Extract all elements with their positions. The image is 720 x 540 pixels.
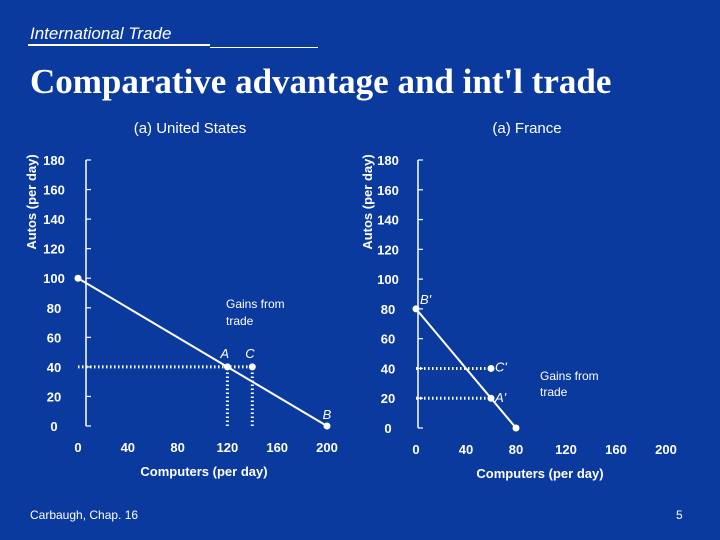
us-y-tick-label: 180 xyxy=(43,153,65,168)
fr-x-tick-label: 40 xyxy=(459,442,473,457)
us-point-marker xyxy=(74,274,82,282)
us-y-tick-label: 120 xyxy=(43,242,65,257)
fr-point-label: A' xyxy=(494,390,507,405)
us-y-tick-label: 160 xyxy=(43,183,65,198)
fr-y-tick-label: 160 xyxy=(377,183,399,198)
fr-x-tick-label: 200 xyxy=(655,442,677,457)
us-chart-title: (a) United States xyxy=(134,120,247,137)
fr-y-tick-label: 120 xyxy=(377,242,399,257)
us-y-axis-title: Autos (per day) xyxy=(24,154,39,249)
us-x-tick-label: 0 xyxy=(74,440,81,455)
fr-annotation-line1: Gains from xyxy=(540,369,599,383)
fr-y-tick-label: 40 xyxy=(381,361,395,376)
fr-point-marker xyxy=(412,305,420,313)
fr-point-label: C' xyxy=(495,359,507,374)
fr-y-tick-label: 80 xyxy=(381,302,395,317)
section-header: International Trade xyxy=(30,24,172,43)
fr-y-tick-label: 140 xyxy=(377,213,399,228)
fr-point-marker xyxy=(487,364,495,372)
fr-y-tick-label: 100 xyxy=(377,272,399,287)
fr-production-frontier xyxy=(415,308,517,429)
fr-y-axis-title: Autos (per day) xyxy=(360,154,375,249)
us-y-tick-label: 140 xyxy=(43,212,65,227)
fr-x-tick-label: 0 xyxy=(412,442,419,457)
fr-y-tick-label: 180 xyxy=(377,153,399,168)
fr-point-label: B' xyxy=(420,292,432,307)
page-number: 5 xyxy=(676,508,683,522)
us-point-marker xyxy=(223,363,231,371)
fr-point-marker xyxy=(487,394,495,402)
us-y-tick-label: 40 xyxy=(47,360,61,375)
fr-x-tick-label: 80 xyxy=(509,442,523,457)
us-production-frontier xyxy=(77,277,328,427)
us-x-axis-title: Computers (per day) xyxy=(140,464,267,479)
fr-y-tick-label: 60 xyxy=(381,332,395,347)
footer-source: Carbaugh, Chap. 16 xyxy=(30,508,139,522)
us-y-tick-label: 0 xyxy=(50,419,57,434)
fr-chart-title: (a) France xyxy=(492,120,561,137)
slide-title: Comparative advantage and int'l trade xyxy=(30,62,612,101)
us-x-tick-label: 120 xyxy=(217,440,239,455)
us-point-label: A xyxy=(219,346,229,361)
header-underline xyxy=(28,44,210,46)
fr-x-axis-title: Computers (per day) xyxy=(476,466,603,481)
us-point-label: C xyxy=(245,346,255,361)
us-point-marker xyxy=(248,363,256,371)
us-x-tick-label: 160 xyxy=(266,440,288,455)
fr-annotation-line2: trade xyxy=(540,385,568,399)
fr-y-tick-label: 20 xyxy=(381,391,395,406)
us-y-tick-label: 20 xyxy=(47,389,61,404)
us-y-tick-label: 100 xyxy=(43,271,65,286)
fr-x-tick-label: 120 xyxy=(555,442,577,457)
us-annotation-line1: Gains from xyxy=(226,297,285,311)
us-x-tick-label: 80 xyxy=(170,440,184,455)
fr-point-marker xyxy=(512,424,520,432)
us-x-tick-label: 200 xyxy=(316,440,338,455)
us-y-tick-label: 80 xyxy=(47,301,61,316)
us-point-label: B xyxy=(323,407,332,422)
header-rule xyxy=(210,47,318,48)
us-x-tick-label: 40 xyxy=(121,440,135,455)
fr-y-tick-label: 0 xyxy=(384,421,391,436)
us-y-tick-label: 60 xyxy=(47,330,61,345)
us-annotation-line2: trade xyxy=(226,314,254,328)
us-point-marker xyxy=(323,422,331,430)
fr-x-tick-label: 160 xyxy=(605,442,627,457)
